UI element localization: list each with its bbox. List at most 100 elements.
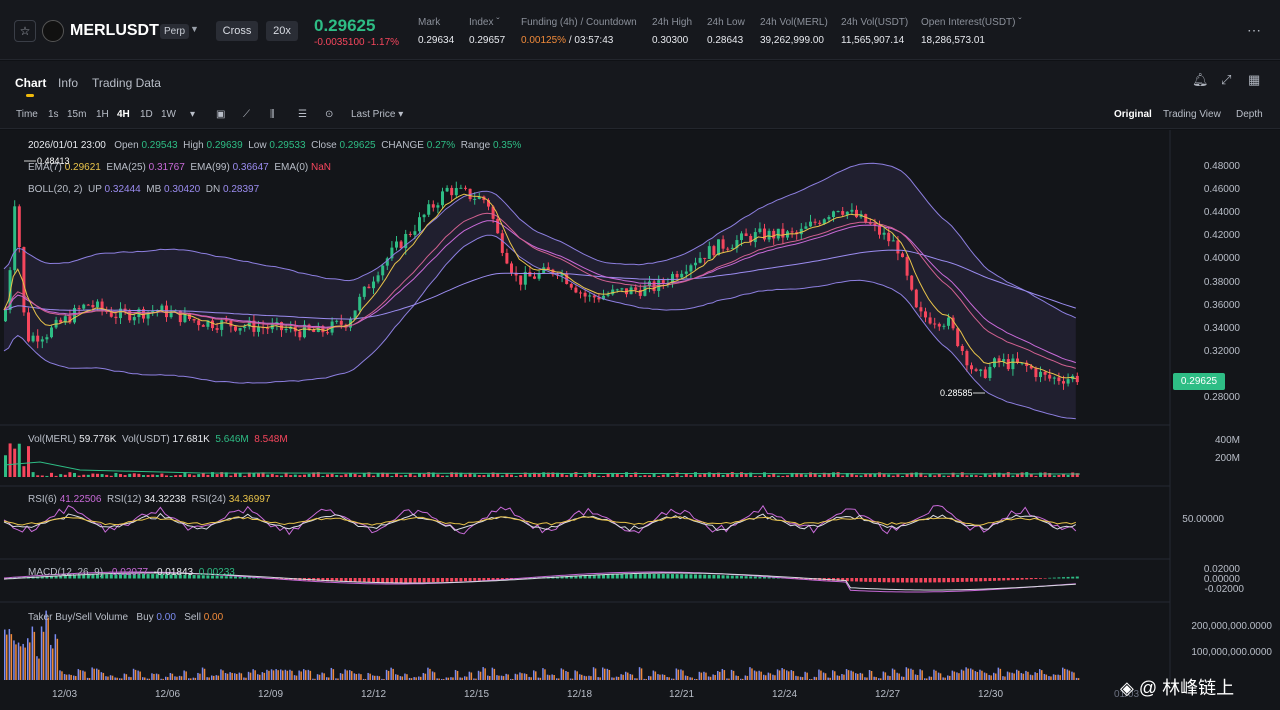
interval-1w[interactable]: 1W	[161, 109, 176, 120]
favorite-star-icon[interactable]: ☆	[14, 20, 36, 42]
alert-bell-icon[interactable]: 🔔︎	[1192, 72, 1209, 87]
candle-body	[988, 366, 992, 378]
candle-body	[749, 235, 753, 243]
candle-style-icon[interactable]: ⫼	[270, 109, 275, 120]
candle-body	[767, 230, 771, 240]
chart-area[interactable]	[0, 130, 1280, 710]
rsi-axis-label: 50.00000	[1182, 514, 1224, 525]
macd-bar	[178, 574, 182, 579]
candle-body	[510, 263, 513, 273]
interval-dropdown-chevron-icon[interactable]: ▾	[190, 109, 196, 120]
volume-bar	[418, 473, 421, 477]
taker-buy-bar	[275, 669, 277, 680]
candle-body	[31, 335, 35, 342]
interval-1d[interactable]: 1D	[140, 109, 153, 120]
taker-sell-bar	[585, 676, 588, 680]
taker-sell-bar	[493, 668, 496, 680]
calendar-icon[interactable]: ▣	[216, 109, 226, 120]
interval-time[interactable]: Time	[16, 109, 38, 120]
volume-bar	[224, 472, 228, 477]
volume-bar	[795, 472, 799, 477]
taker-buy-bar	[772, 674, 774, 680]
taker-sell-bar	[157, 674, 160, 680]
taker-buy-bar	[726, 678, 728, 680]
fullscreen-icon[interactable]: ⤢	[1221, 72, 1232, 87]
taker-buy-bar	[220, 669, 222, 680]
taker-buy-bar	[243, 677, 245, 680]
leverage-button[interactable]: 20x	[266, 21, 298, 41]
taker-buy-bar	[721, 668, 724, 680]
price-type-dropdown[interactable]: Last Price ▾	[351, 109, 404, 120]
view-depth[interactable]: Depth	[1236, 109, 1263, 120]
candle-body	[574, 287, 578, 293]
taker-buy-bar	[1052, 674, 1055, 680]
taker-buy-bar	[786, 670, 788, 680]
taker-sell-bar	[194, 677, 197, 680]
layout-grid-icon[interactable]: ▦	[1248, 72, 1261, 87]
crosshair-icon[interactable]: ⊙	[325, 109, 334, 120]
taker-sell-bar	[985, 673, 988, 680]
tab-trading-data[interactable]: Trading Data	[92, 76, 161, 90]
macd-bar	[1025, 578, 1029, 580]
taker-buy-bar	[1062, 667, 1064, 680]
volume-bar	[905, 473, 909, 477]
candle-body	[694, 262, 697, 266]
macd-bar	[183, 574, 187, 579]
taker-sell-bar	[309, 670, 312, 680]
taker-buy-bar	[901, 676, 903, 680]
interval-1h[interactable]: 1H	[96, 109, 109, 120]
taker-buy-bar	[128, 676, 130, 680]
macd-bar	[1048, 577, 1052, 579]
view-trading-view[interactable]: Trading View	[1163, 109, 1221, 120]
volume-bar	[1048, 472, 1052, 477]
macd-bar	[680, 574, 684, 579]
margin-mode-button[interactable]: Cross	[216, 21, 258, 41]
stat-open-interest[interactable]: Open Interest(USDT) ˇ 18,286,573.01	[921, 17, 1022, 46]
candle-body	[707, 246, 711, 259]
taker-sell-bar	[843, 674, 845, 680]
taker-sell-bar	[958, 673, 960, 680]
candle-body	[1006, 359, 1010, 370]
symbol-dropdown-chevron-icon[interactable]: ▼	[190, 24, 199, 34]
low-marker-label: 0.28585	[940, 388, 973, 398]
view-original[interactable]: Original	[1114, 109, 1152, 120]
stat-index[interactable]: Index ˇ 0.29657	[469, 17, 506, 46]
candle-body	[634, 287, 638, 290]
taker-sell-bar	[466, 676, 468, 680]
taker-buy-bar	[850, 670, 852, 680]
candle-body	[937, 323, 941, 327]
interval-15m[interactable]: 15m	[67, 109, 87, 120]
macd-bar	[234, 576, 237, 579]
tab-chart[interactable]: Chart	[15, 76, 47, 90]
candle-body	[247, 320, 251, 327]
taker-buy-bar	[675, 668, 678, 680]
taker-buy-bar	[436, 678, 438, 680]
interval-1s[interactable]: 1s	[48, 109, 59, 120]
taker-buy-bar	[942, 677, 944, 680]
tab-info[interactable]: Info	[58, 76, 79, 90]
candle-body	[399, 241, 403, 249]
taker-buy-bar	[40, 626, 43, 680]
candle-body	[353, 310, 357, 320]
macd-bar	[615, 574, 619, 579]
volume-bar	[873, 473, 877, 477]
macd-bar	[661, 574, 665, 579]
indicator-icon[interactable]: ⟋	[243, 109, 250, 120]
symbol-name[interactable]: MERLUSDT	[70, 22, 159, 39]
volume-axis-label: 200M	[1214, 453, 1240, 464]
settings-sliders-icon[interactable]: ☰	[298, 109, 307, 120]
macd-bar	[772, 577, 776, 579]
volume-bar	[206, 474, 210, 477]
volume-bar	[551, 472, 555, 477]
macd-bar	[381, 578, 385, 583]
interval-4h[interactable]: 4H	[117, 109, 130, 120]
macd-bar	[316, 578, 320, 581]
volume-bar	[1052, 475, 1056, 477]
ema-legend: EMA(7) 0.29621 EMA(25) 0.31767 EMA(99) 0…	[28, 162, 332, 173]
macd-bar	[155, 574, 159, 579]
more-options-icon[interactable]: ⋯	[1247, 22, 1262, 38]
macd-bar	[63, 575, 67, 579]
macd-bar	[482, 578, 486, 581]
candle-body	[790, 231, 794, 233]
